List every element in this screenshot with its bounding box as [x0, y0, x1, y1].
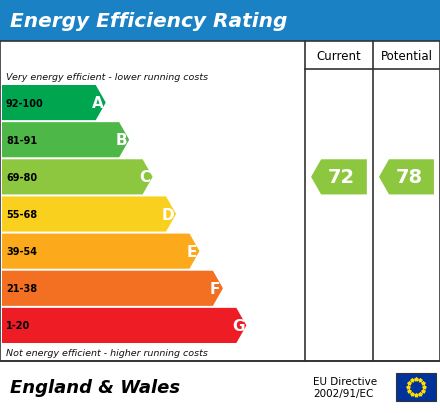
- Text: F: F: [210, 281, 220, 296]
- Text: Very energy efficient - lower running costs: Very energy efficient - lower running co…: [6, 74, 208, 82]
- Text: 21-38: 21-38: [6, 284, 37, 294]
- Text: Potential: Potential: [381, 50, 433, 62]
- Text: EU Directive: EU Directive: [313, 376, 377, 386]
- Polygon shape: [379, 160, 434, 195]
- Text: 72: 72: [328, 168, 355, 187]
- Text: 39-54: 39-54: [6, 247, 37, 256]
- Polygon shape: [2, 271, 223, 306]
- Text: E: E: [186, 244, 197, 259]
- Polygon shape: [311, 160, 367, 195]
- Text: A: A: [92, 96, 104, 111]
- Polygon shape: [2, 308, 246, 343]
- Polygon shape: [2, 160, 153, 195]
- Bar: [0, 0, 440, 42]
- Bar: [396, 373, 436, 401]
- Text: 2002/91/EC: 2002/91/EC: [313, 388, 374, 398]
- Text: D: D: [162, 207, 174, 222]
- Text: G: G: [232, 318, 245, 333]
- Text: England & Wales: England & Wales: [10, 378, 180, 396]
- Text: C: C: [139, 170, 150, 185]
- Text: 1-20: 1-20: [6, 320, 30, 331]
- Polygon shape: [2, 197, 176, 232]
- Text: B: B: [115, 133, 127, 148]
- Polygon shape: [2, 123, 129, 158]
- Text: 55-68: 55-68: [6, 209, 37, 219]
- Text: 92-100: 92-100: [6, 98, 44, 108]
- Text: 81-91: 81-91: [6, 135, 37, 145]
- Text: 69-80: 69-80: [6, 173, 37, 183]
- Text: Not energy efficient - higher running costs: Not energy efficient - higher running co…: [6, 349, 208, 358]
- Text: Current: Current: [317, 50, 361, 62]
- Bar: [0, 42, 440, 361]
- Text: 78: 78: [396, 168, 422, 187]
- Polygon shape: [2, 86, 106, 121]
- Text: Energy Efficiency Rating: Energy Efficiency Rating: [10, 12, 287, 31]
- Polygon shape: [2, 234, 199, 269]
